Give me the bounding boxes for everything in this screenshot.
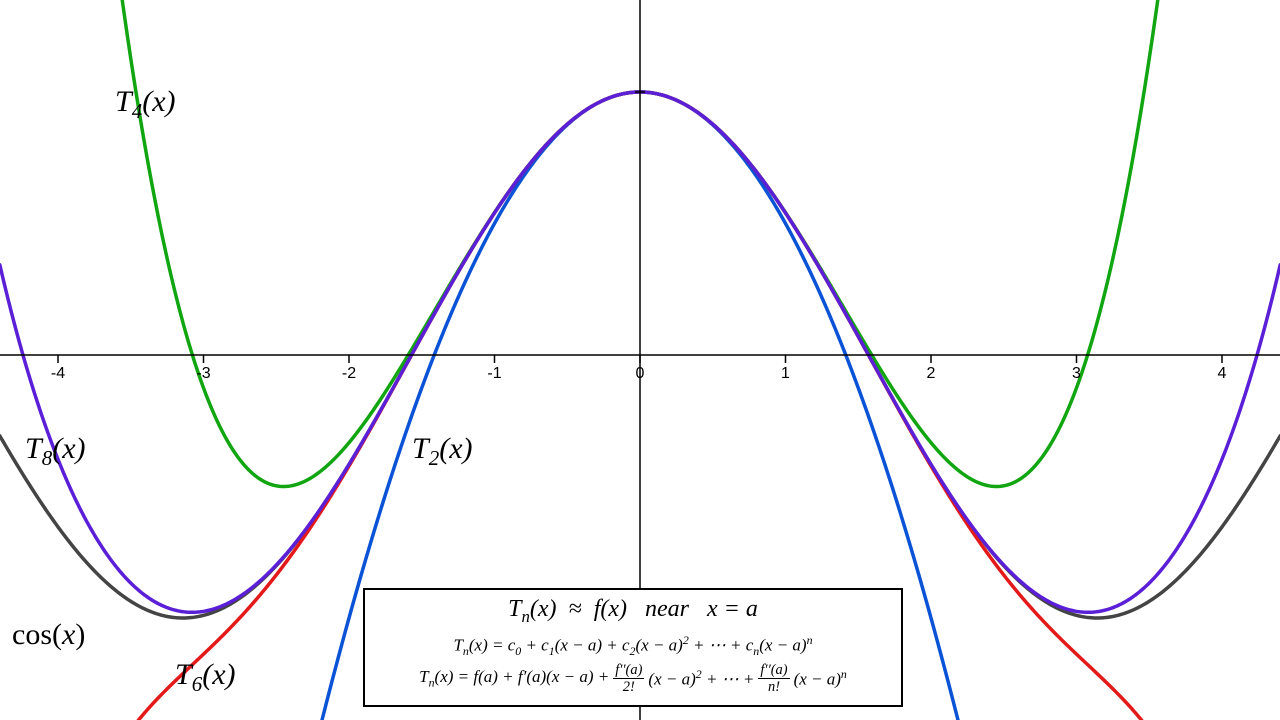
x-tick-label: -4 bbox=[51, 365, 65, 383]
label-T2: T2(x) bbox=[412, 432, 473, 471]
x-tick-label: -1 bbox=[487, 365, 501, 383]
label-T4: T4(x) bbox=[115, 85, 176, 124]
x-tick-label: 0 bbox=[636, 365, 645, 383]
x-tick-label: 2 bbox=[927, 365, 936, 383]
x-tick-label: 4 bbox=[1218, 365, 1227, 383]
formula-line-1: Tn(x) ≈ f(x) near x = a bbox=[379, 596, 887, 627]
label-T6: T6(x) bbox=[175, 658, 236, 697]
x-tick-label: -3 bbox=[196, 365, 210, 383]
label-T8: T8(x) bbox=[25, 432, 86, 471]
x-tick-label: 1 bbox=[781, 365, 790, 383]
chart-stage: T4(x) T2(x) T8(x) cos(x) T6(x) Tn(x) ≈ f… bbox=[0, 0, 1280, 720]
formula-line-3: Tn(x) = f(a) + f′(a)(x − a) + f′′(a)2! (… bbox=[379, 663, 887, 695]
label-cos: cos(x) bbox=[12, 618, 85, 652]
x-tick-label: -2 bbox=[342, 365, 356, 383]
formula-box: Tn(x) ≈ f(x) near x = a Tn(x) = c0 + c1(… bbox=[363, 588, 903, 707]
x-tick-label: 3 bbox=[1072, 365, 1081, 383]
formula-line-2: Tn(x) = c0 + c1(x − a) + c2(x − a)2 + ⋯ … bbox=[379, 633, 887, 659]
